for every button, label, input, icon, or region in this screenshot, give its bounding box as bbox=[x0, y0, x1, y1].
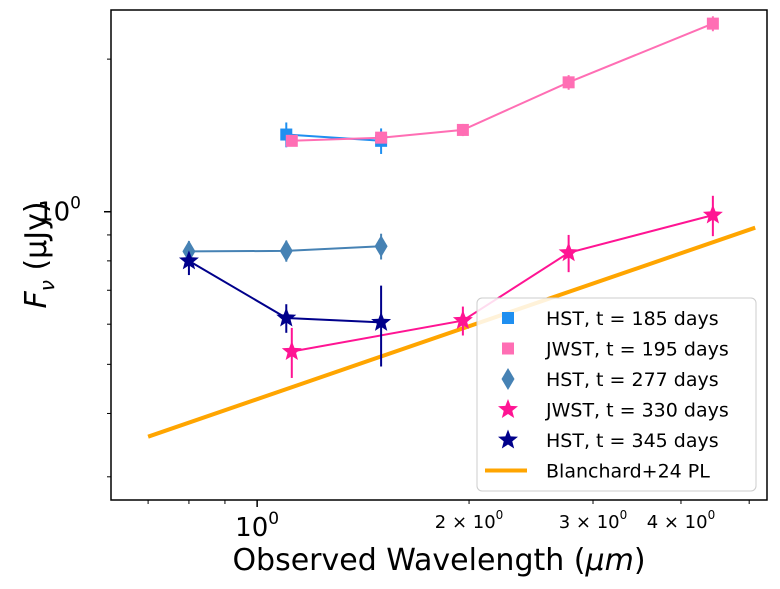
legend-label: Blanchard+24 PL bbox=[546, 461, 710, 483]
legend-swatch bbox=[502, 312, 514, 324]
data-point bbox=[558, 242, 579, 262]
data-point bbox=[452, 310, 473, 330]
legend-label: JWST, t = 330 days bbox=[545, 400, 729, 422]
data-point bbox=[371, 311, 392, 331]
x-tick-label: 3 × 100 bbox=[559, 508, 628, 533]
legend-entry: JWST, t = 195 days bbox=[502, 339, 729, 361]
data-point bbox=[279, 239, 293, 262]
legend-swatch bbox=[501, 368, 515, 390]
legend-entry: JWST, t = 330 days bbox=[498, 399, 729, 422]
x-axis-label: Observed Wavelength (μm) bbox=[232, 543, 645, 578]
x-tick-label: 100 bbox=[235, 509, 279, 543]
data-point bbox=[702, 204, 723, 224]
legend: HST, t = 185 days JWST, t = 195 days HST, … bbox=[476, 297, 757, 492]
y-axis-label: Fν (μJy) bbox=[19, 201, 59, 308]
series-line-5 bbox=[147, 225, 756, 439]
series-line-1 bbox=[291, 22, 714, 142]
data-point bbox=[706, 17, 719, 30]
legend-entry: Blanchard+24 PL bbox=[485, 461, 710, 483]
y-tick-label: 100 bbox=[37, 194, 81, 228]
data-point bbox=[281, 341, 302, 360]
legend-label: HST, t = 277 days bbox=[546, 369, 719, 391]
legend-label: HST, t = 185 days bbox=[546, 308, 719, 330]
legend-swatch bbox=[498, 429, 518, 449]
x-tick-label: 4 × 100 bbox=[647, 508, 716, 533]
data-point bbox=[285, 134, 298, 147]
legend-entry: HST, t = 185 days bbox=[502, 308, 719, 330]
legend-entry: HST, t = 277 days bbox=[501, 368, 719, 391]
data-point bbox=[456, 123, 469, 136]
legend-label: JWST, t = 195 days bbox=[545, 339, 729, 361]
x-tick-label: 2 × 100 bbox=[435, 508, 504, 533]
legend-swatch bbox=[502, 342, 514, 355]
data-point bbox=[276, 307, 297, 327]
legend-label: HST, t = 345 days bbox=[546, 430, 719, 452]
series-line-0 bbox=[286, 133, 382, 142]
data-point bbox=[562, 76, 575, 89]
legend-swatch bbox=[498, 399, 518, 418]
series-line-3 bbox=[291, 214, 714, 353]
data-point bbox=[375, 131, 388, 144]
legend-frame bbox=[476, 297, 757, 492]
data-point bbox=[374, 235, 388, 258]
axes-frame bbox=[110, 9, 768, 501]
data-point bbox=[178, 250, 199, 270]
legend-entry: HST, t = 345 days bbox=[498, 429, 719, 452]
